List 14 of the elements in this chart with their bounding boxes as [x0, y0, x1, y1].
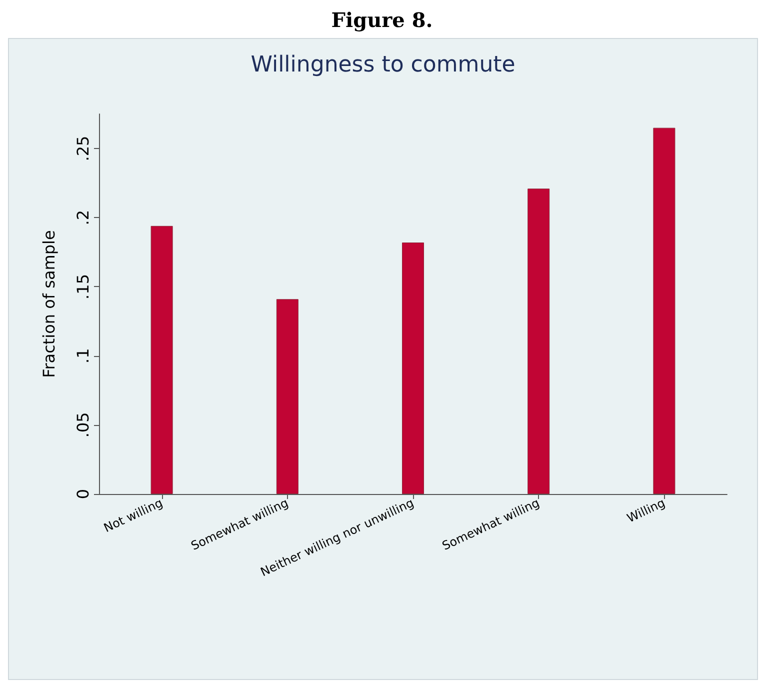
bar: [276, 299, 298, 494]
bar: [402, 242, 424, 494]
y-tick-label: .15: [74, 274, 92, 300]
caption: Figure 8.: [330, 8, 434, 34]
y-tick-label: 0: [74, 488, 92, 500]
y-tick-label: .25: [74, 136, 92, 162]
bar: [653, 128, 676, 494]
y-axis-title: Fraction of sample: [40, 230, 58, 378]
y-tick-label: .05: [74, 412, 92, 438]
y-tick-label: .2: [74, 210, 92, 226]
chart-title: Willingness to commute: [250, 52, 516, 78]
bar: [528, 188, 550, 494]
y-tick-label: .1: [74, 348, 92, 364]
bar: [150, 226, 173, 494]
